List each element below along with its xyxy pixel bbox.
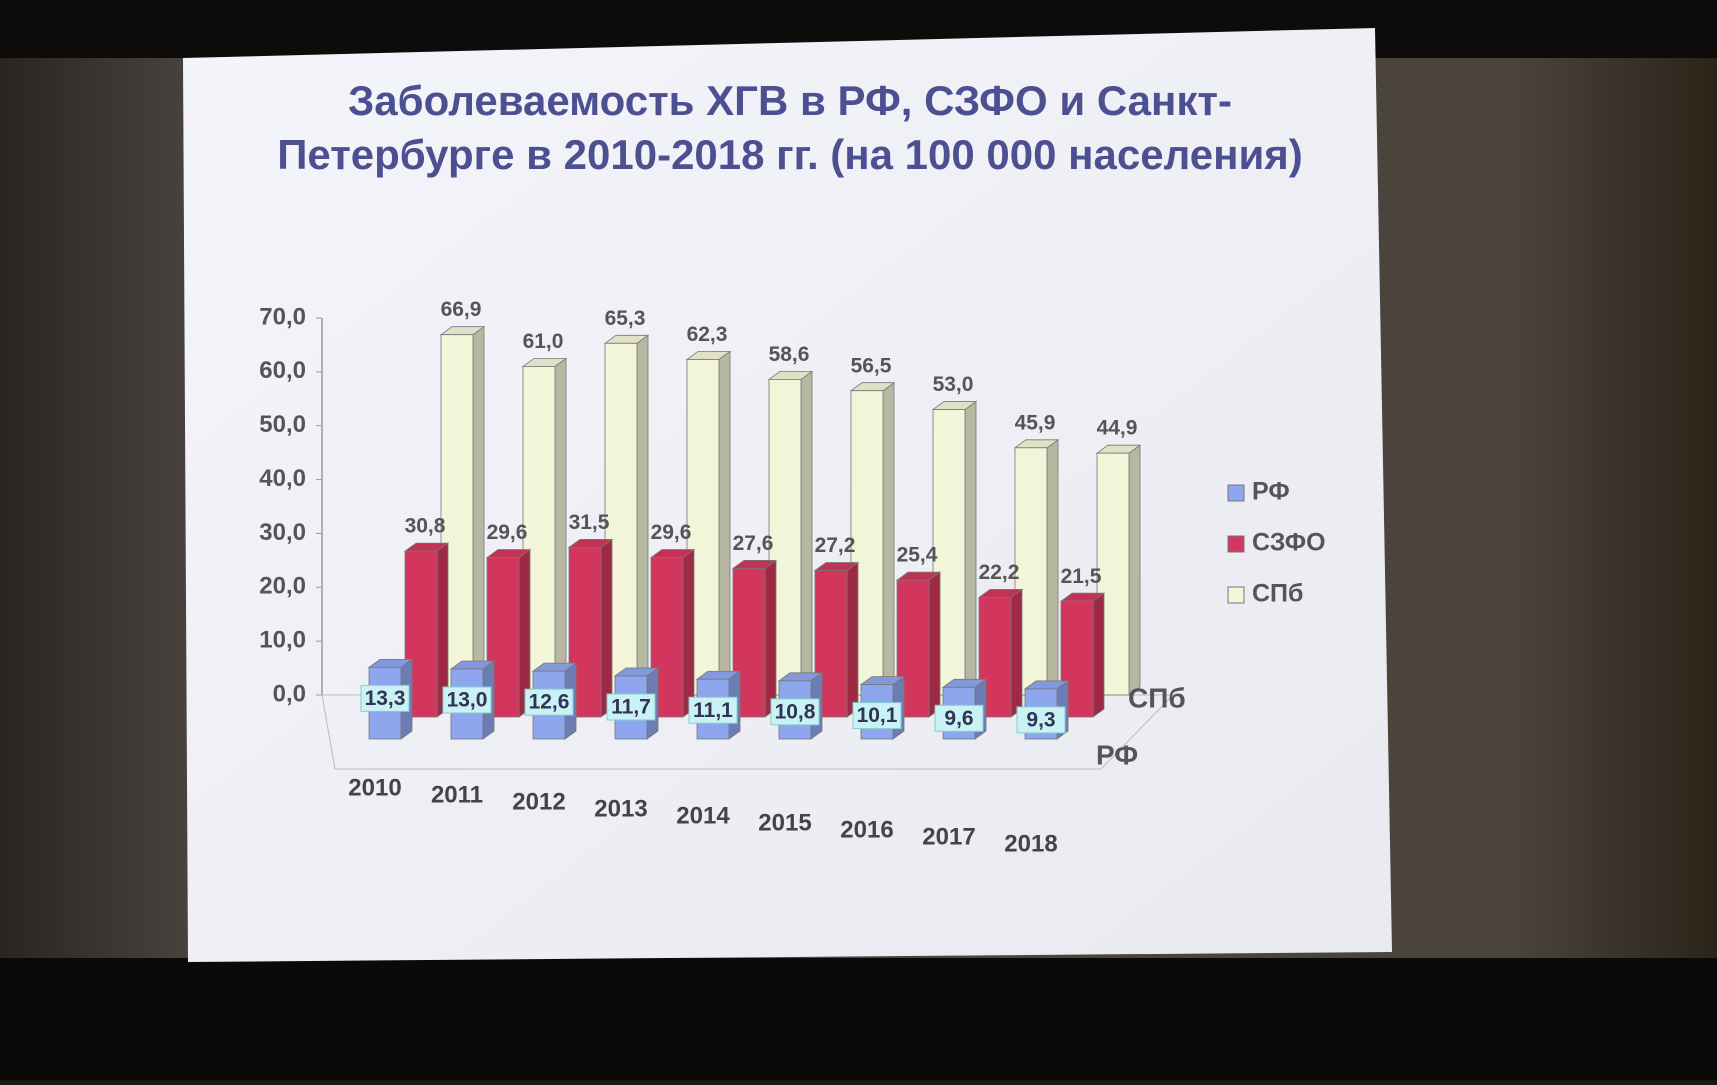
- bar-side: [636, 334, 649, 696]
- value-label: 56,5: [851, 354, 892, 377]
- value-label: 53,0: [933, 373, 974, 396]
- bar-side: [846, 561, 859, 718]
- value-label: 44,9: [1097, 417, 1138, 440]
- chart-title: Заболеваемость ХГВ в РФ, СЗФО и Санкт-: [348, 77, 1232, 124]
- x-tick-label: 2015: [758, 809, 811, 836]
- y-tick-label: 10,0: [259, 626, 306, 653]
- value-label: 61,0: [523, 330, 564, 353]
- value-label: 11,7: [611, 696, 651, 719]
- value-label: 29,6: [651, 521, 692, 544]
- bar-side: [882, 381, 895, 696]
- value-label: 11,1: [693, 699, 733, 722]
- value-label-box: [524, 688, 574, 716]
- legend-swatch: [1227, 586, 1245, 604]
- value-label: 9,6: [944, 707, 973, 730]
- value-label: 45,9: [1015, 411, 1056, 434]
- value-label-box: [770, 698, 820, 726]
- bar-side: [1128, 444, 1141, 696]
- value-label: 66,9: [441, 298, 482, 321]
- value-label: 27,2: [815, 534, 856, 557]
- x-tick-label: 2012: [512, 788, 565, 815]
- value-label: 12,6: [529, 691, 570, 714]
- bar-side: [600, 538, 613, 718]
- y-tick-label: 0,0: [273, 680, 306, 707]
- value-label: 9,3: [1026, 708, 1055, 731]
- value-label-box: [688, 696, 738, 724]
- x-tick-label: 2014: [676, 802, 730, 829]
- value-label: 10,1: [857, 704, 898, 727]
- bottom-band: [0, 958, 1717, 1080]
- value-label: 27,6: [733, 532, 774, 555]
- chart-title: Петербурге в 2010-2018 гг. (на 100 000 н…: [277, 131, 1303, 178]
- bar-side: [554, 357, 567, 696]
- y-tick-label: 30,0: [259, 519, 306, 546]
- legend-swatch: [1227, 484, 1245, 502]
- legend-label: СЗФО: [1252, 529, 1326, 557]
- legend-label: РФ: [1252, 478, 1290, 506]
- value-label-box: [934, 704, 984, 732]
- x-tick-label: 2011: [431, 781, 483, 808]
- value-label: 10,8: [775, 700, 816, 723]
- value-label: 21,5: [1061, 565, 1102, 588]
- value-label: 13,3: [365, 687, 406, 710]
- value-label: 62,3: [687, 323, 728, 346]
- value-label: 31,5: [569, 511, 610, 534]
- legend-swatch: [1227, 535, 1245, 553]
- bar-side: [718, 350, 731, 696]
- value-label: 25,4: [897, 544, 938, 567]
- y-tick-label: 70,0: [259, 303, 306, 330]
- bar-side: [764, 559, 777, 718]
- value-label-box: [852, 702, 902, 730]
- bar-side: [800, 370, 813, 696]
- x-tick-label: 2016: [840, 816, 893, 843]
- bar-side: [928, 571, 941, 718]
- y-tick-label: 40,0: [259, 465, 306, 492]
- bar-side: [1092, 592, 1105, 718]
- legend-label: СПб: [1252, 580, 1303, 608]
- y-tick-label: 50,0: [259, 411, 306, 438]
- y-tick-label: 20,0: [259, 573, 306, 600]
- value-label-box: [442, 686, 492, 714]
- value-label: 30,8: [405, 515, 446, 538]
- y-tick-label: 60,0: [259, 357, 306, 384]
- x-tick-label: 2010: [348, 774, 401, 801]
- depth-label: СПб: [1128, 682, 1186, 713]
- value-label-box: [360, 684, 410, 712]
- x-tick-label: 2018: [1004, 830, 1057, 857]
- bar-side: [682, 548, 695, 718]
- depth-label: РФ: [1096, 739, 1138, 770]
- bar-side: [472, 325, 485, 696]
- bar-side: [1010, 588, 1023, 718]
- bar-side: [964, 400, 977, 696]
- x-tick-label: 2013: [594, 795, 647, 822]
- x-tick-label: 2017: [922, 823, 975, 850]
- value-label: 13,0: [447, 689, 488, 712]
- value-label: 58,6: [769, 343, 810, 366]
- value-label: 29,6: [487, 521, 528, 544]
- value-label: 65,3: [605, 307, 646, 330]
- value-label-box: [606, 693, 656, 721]
- value-label-box: [1016, 706, 1066, 734]
- plot: 0,0 10,0 20,0 30,0 40,0 50,0 60,0 70,0 66,9 61,0 6…: [259, 298, 1325, 857]
- bar-side: [1046, 439, 1059, 696]
- value-label: 22,2: [979, 561, 1020, 584]
